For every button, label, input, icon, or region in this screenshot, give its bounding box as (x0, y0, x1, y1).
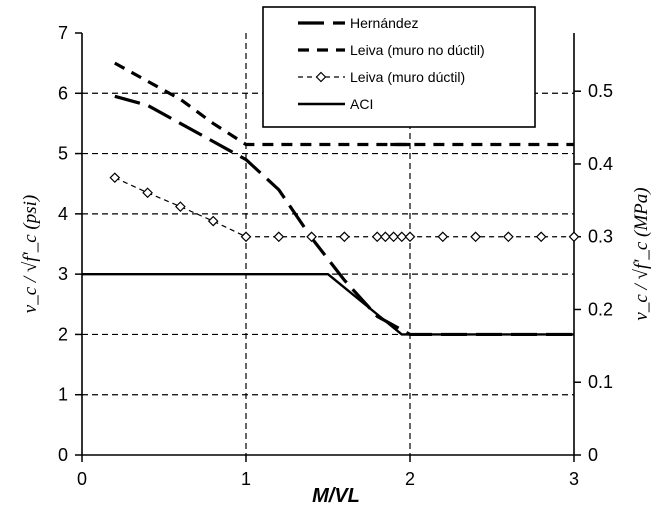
y-axis-title-right: v_c / √f'_c (MPa) (631, 187, 652, 320)
series-group (82, 61, 580, 337)
data-point (273, 231, 285, 243)
x-tick-label: 2 (405, 469, 415, 489)
y-tick-label: 2 (58, 324, 68, 344)
data-point (306, 231, 317, 243)
y-right-tick-label: 0 (588, 445, 598, 465)
y-tick-label: 6 (58, 83, 68, 103)
y-right-tick-label: 0.2 (588, 299, 613, 319)
legend-label: ACI (350, 96, 373, 112)
data-point (207, 215, 219, 227)
data-point (404, 231, 416, 243)
data-point (175, 201, 186, 212)
legend-label: Leiva (muro dúctil) (350, 69, 465, 85)
y-axis-title-left: v_c / √f'_c (psi) (20, 195, 41, 313)
data-point (142, 187, 153, 199)
legend-item: Hernández (298, 15, 419, 31)
data-point (503, 231, 514, 243)
y-right-tick-label: 0.3 (588, 227, 613, 247)
series-line (114, 61, 574, 147)
y-right-tick-label: 0.5 (588, 81, 613, 101)
data-point (568, 231, 580, 243)
x-axis-title: M/VL (312, 485, 360, 507)
series-line (82, 272, 574, 336)
x-tick-label: 0 (77, 469, 87, 489)
series-line (114, 94, 574, 337)
legend-label: Hernández (350, 15, 419, 31)
series-solid (82, 272, 574, 336)
series-long-dash (114, 94, 574, 337)
x-tick-label: 3 (569, 469, 579, 489)
y-right-tick-label: 0.4 (588, 154, 613, 174)
legend-item: Leiva (muro no dúctil) (298, 42, 485, 58)
legend-item: Leiva (muro dúctil) (298, 69, 465, 85)
y-tick-label: 5 (58, 144, 68, 164)
data-point (240, 231, 252, 243)
data-point (396, 231, 408, 243)
legend-label: Leiva (muro no dúctil) (350, 42, 485, 58)
data-point (535, 231, 547, 243)
x-tick-label: 1 (241, 469, 251, 489)
data-point (437, 231, 449, 243)
y-right-tick-label: 0.1 (588, 372, 613, 392)
legend: Hernández Leiva (muro no dúctil) Leiva (mu… (262, 6, 536, 128)
axes (75, 32, 581, 462)
y-tick-label: 4 (58, 204, 68, 224)
legend-marker (315, 71, 327, 83)
y-tick-label: 3 (58, 264, 68, 284)
y-tick-label: 0 (58, 445, 68, 465)
legend-item: ACI (298, 96, 373, 112)
data-point (339, 231, 350, 243)
data-point (371, 231, 383, 243)
legend-box (262, 6, 536, 128)
y-tick-label: 7 (58, 23, 68, 43)
series-short-dash (114, 61, 574, 147)
series-dashed-diamond (109, 172, 580, 243)
data-point (380, 231, 391, 243)
data-point (109, 172, 121, 184)
y-tick-label: 1 (58, 385, 68, 405)
data-point (388, 231, 399, 243)
data-point (470, 231, 481, 243)
